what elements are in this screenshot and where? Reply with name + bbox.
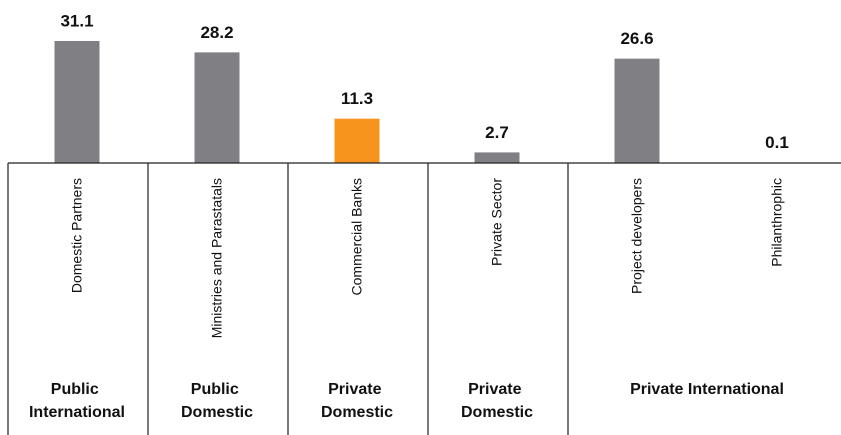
value-label: 26.6	[620, 29, 653, 48]
group-label-line: International	[29, 404, 125, 421]
bar	[194, 52, 240, 163]
group-label-line: Domestic	[321, 404, 393, 421]
value-label: 11.3	[341, 89, 373, 108]
value-label: 2.7	[485, 123, 509, 142]
bar	[54, 41, 100, 163]
bar	[334, 118, 380, 163]
category-label: Ministries and Parastatals	[209, 178, 225, 338]
group-label: Private Domestic	[321, 381, 393, 421]
group-label: Private Domestic	[461, 381, 533, 421]
bar	[614, 58, 660, 163]
group-label-line: Private	[328, 381, 386, 398]
group-label-line: Public	[191, 381, 243, 398]
category-label: Private Sector	[489, 178, 505, 266]
bar	[474, 152, 520, 163]
category-label: Domestic Partners	[69, 178, 85, 293]
value-label: 31.1	[60, 11, 93, 30]
group-label-line: Domestic	[461, 404, 533, 421]
category-label: Commercial Banks	[349, 178, 365, 295]
group-label-line: Private	[468, 381, 526, 398]
category-label: Project developers	[629, 178, 645, 294]
value-label: 0.1	[765, 133, 789, 152]
group-label: Public Domestic	[181, 381, 253, 421]
value-label: 28.2	[200, 23, 233, 42]
group-label-line: Public	[51, 381, 103, 398]
group-label-line: Domestic	[181, 404, 253, 421]
group-label: Private International	[630, 381, 784, 398]
group-label: Public International	[29, 381, 125, 421]
category-label: Philanthrophic	[769, 178, 785, 267]
